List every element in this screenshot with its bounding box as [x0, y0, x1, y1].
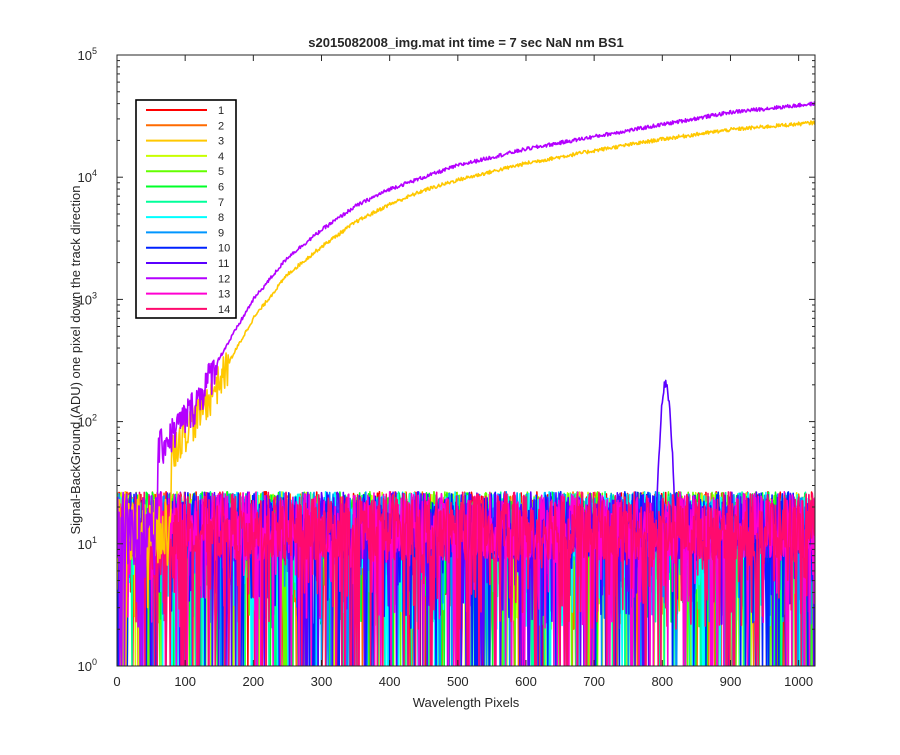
- x-tick-label: 0: [113, 674, 120, 689]
- legend-label-7: 7: [218, 197, 224, 209]
- legend-label-1: 1: [218, 105, 224, 117]
- series-layer: [117, 101, 815, 666]
- y-tick-label: 104: [78, 168, 97, 185]
- y-axis-label: Signal-BackGround (ADU) one pixel down t…: [68, 185, 83, 534]
- y-tick-label: 102: [78, 413, 97, 430]
- y-tick-label: 103: [78, 290, 97, 307]
- series-line-3: [117, 120, 815, 666]
- x-tick-label: 200: [242, 674, 264, 689]
- x-axis-label: Wavelength Pixels: [413, 695, 520, 710]
- legend-label-13: 13: [218, 289, 230, 301]
- series-line-14: [117, 490, 815, 666]
- y-tick-label: 105: [78, 46, 97, 63]
- legend-label-11: 11: [218, 258, 229, 270]
- legend-label-6: 6: [218, 182, 224, 194]
- x-tick-label: 500: [447, 674, 469, 689]
- legend-label-10: 10: [218, 243, 230, 255]
- x-tick-label: 100: [174, 674, 196, 689]
- legend-label-5: 5: [218, 166, 224, 178]
- legend-label-14: 14: [218, 304, 230, 316]
- tick-layer: 0 100 200 300 400 500 600 700 800 900 100010010110…: [78, 46, 815, 689]
- x-tick-label: 300: [311, 674, 333, 689]
- legend-label-4: 4: [218, 151, 224, 163]
- chart-title: s2015082008_img.mat int time = 7 sec NaN…: [308, 35, 623, 50]
- x-tick-label: 1000: [784, 674, 813, 689]
- legend-label-8: 8: [218, 212, 224, 224]
- x-tick-label: 900: [720, 674, 742, 689]
- x-tick-label: 800: [651, 674, 673, 689]
- y-tick-label: 101: [78, 535, 97, 552]
- x-tick-label: 400: [379, 674, 401, 689]
- plot-frame: [116, 54, 816, 667]
- legend-label-12: 12: [218, 273, 230, 285]
- legend-label-2: 2: [218, 120, 224, 132]
- legend-label-9: 9: [218, 227, 224, 239]
- x-tick-label: 600: [515, 674, 537, 689]
- y-tick-label: 100: [78, 657, 97, 674]
- x-tick-label: 700: [583, 674, 605, 689]
- legend-box: [135, 99, 237, 319]
- series-line-12: [117, 101, 815, 666]
- legend-label-3: 3: [218, 136, 224, 148]
